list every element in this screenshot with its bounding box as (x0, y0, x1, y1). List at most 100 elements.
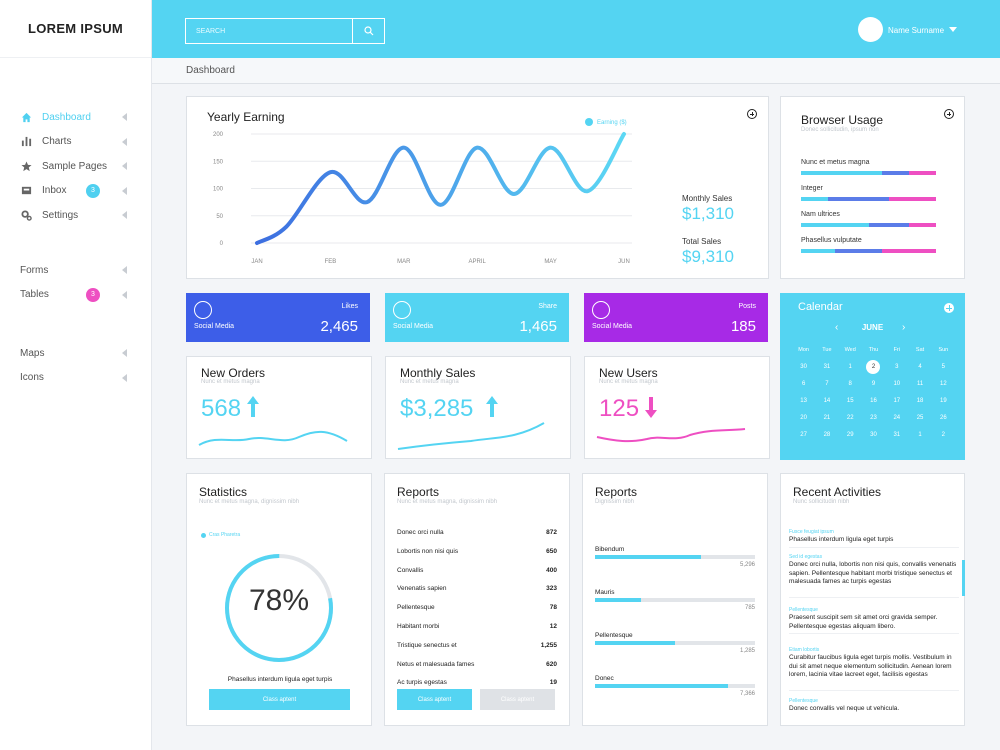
social-tile-share[interactable]: Social Media Share 1,465 (385, 293, 569, 342)
calendar-day[interactable]: 30 (862, 432, 885, 438)
calendar-day[interactable]: 18 (908, 398, 931, 404)
tables-badge: 3 (86, 287, 100, 302)
day-number: 1 (848, 363, 852, 370)
reports-list-card: Reports Nunc et metus magna, dignissim n… (384, 473, 570, 726)
sidebar-item-tables[interactable]: Tables 3 (0, 283, 152, 308)
calendar-day[interactable]: 19 (932, 398, 955, 404)
scrollbar-thumb[interactable] (962, 560, 965, 596)
bar-segment (801, 223, 869, 227)
bar-segment (801, 171, 882, 175)
sidebar-item-icons[interactable]: Icons (0, 366, 152, 391)
plus-circle-icon[interactable] (944, 109, 954, 119)
search-input[interactable] (186, 19, 352, 43)
chevron-right-icon[interactable]: › (902, 322, 906, 333)
calendar-day[interactable]: 14 (815, 398, 838, 404)
calendar-day[interactable]: 29 (839, 432, 862, 438)
card-subtitle: Nunc et metus magna (400, 379, 459, 385)
calendar-title: Calendar (798, 301, 843, 313)
search-button[interactable] (352, 19, 384, 43)
sidebar-item-inbox[interactable]: Inbox 3 (0, 179, 152, 204)
calendar-day[interactable]: 31 (815, 364, 838, 370)
calendar-day[interactable]: 21 (815, 415, 838, 421)
activity-text: Phasellus interdum ligula eget turpis (789, 536, 894, 543)
calendar-day[interactable]: 1 (908, 432, 931, 438)
calendar-day[interactable]: 6 (792, 381, 815, 387)
row-label: Netus et malesuada fames (397, 660, 475, 668)
avatar[interactable] (858, 17, 883, 42)
calendar-day[interactable]: 15 (839, 398, 862, 404)
chevron-left-icon[interactable]: ‹ (835, 322, 839, 333)
calendar-day[interactable]: 22 (839, 415, 862, 421)
browser-usage-card: Browser Usage Donec sollicitudin, ipsum … (780, 96, 965, 279)
plus-circle-icon[interactable] (747, 109, 757, 119)
user-name[interactable]: Name Surname (888, 26, 945, 35)
calendar-day-today[interactable]: 2 (862, 359, 885, 374)
calendar-day[interactable]: 12 (932, 381, 955, 387)
class-aptent-button[interactable]: Class aptent (209, 689, 350, 710)
calendar-day[interactable]: 28 (815, 432, 838, 438)
sidebar-item-settings[interactable]: Settings (0, 203, 152, 228)
day-number: 10 (893, 380, 901, 387)
calendar-day[interactable]: 10 (885, 381, 908, 387)
social-label: Social Media (592, 323, 633, 330)
card-subtitle: Nunc et metus magna, dignissim nibh (397, 499, 498, 505)
sidebar-item-label: Forms (20, 264, 49, 276)
bar-segment (909, 223, 936, 227)
divider (789, 597, 959, 598)
social-tile-likes[interactable]: Social Media Likes 2,465 (186, 293, 370, 342)
calendar-day[interactable]: 26 (932, 415, 955, 421)
calendar-day[interactable]: 30 (792, 364, 815, 370)
day-number: 16 (870, 397, 877, 404)
inbox-icon (20, 185, 32, 197)
sidebar-item-maps[interactable]: Maps (0, 341, 152, 366)
calendar-day[interactable]: 1 (839, 364, 862, 370)
calendar-day[interactable]: 20 (792, 415, 815, 421)
table-row: Venenatis sapien 323 (397, 585, 557, 592)
calendar-day[interactable]: 5 (932, 364, 955, 370)
calendar-day[interactable]: 3 (885, 364, 908, 370)
sparkline (397, 422, 545, 450)
day-number: 9 (871, 380, 876, 387)
sidebar-item-charts[interactable]: Charts (0, 130, 152, 155)
social-tile-posts[interactable]: Social Media Posts 185 (584, 293, 768, 342)
calendar-day[interactable]: 25 (908, 415, 931, 421)
stat-card-monthly-sales: Monthly Sales Nunc et metus magna $3,285 (385, 356, 571, 459)
calendar-day[interactable]: 13 (792, 398, 815, 404)
class-aptent-secondary-button[interactable]: Class aptent (480, 689, 555, 710)
bar-label: Mauris (595, 589, 615, 596)
plus-circle-icon[interactable] (944, 303, 954, 313)
social-count: 1,465 (519, 318, 557, 335)
social-count: 185 (730, 318, 756, 335)
row-value: 620 (546, 660, 557, 668)
calendar-day[interactable]: 27 (792, 432, 815, 438)
day-number: 12 (940, 380, 947, 387)
calendar-day[interactable]: 9 (862, 381, 885, 387)
calendar-day[interactable]: 2 (932, 432, 955, 438)
y-tick-label: 150 (213, 159, 224, 165)
series-line-earning (255, 132, 626, 245)
class-aptent-button[interactable]: Class aptent (397, 689, 472, 710)
chevron-down-icon[interactable] (949, 27, 957, 32)
calendar-day[interactable]: 24 (885, 415, 908, 421)
calendar-day[interactable]: 23 (862, 415, 885, 421)
row-label: Pellentesque (397, 604, 435, 612)
calendar-day[interactable]: 31 (885, 432, 908, 438)
sidebar-item-dashboard[interactable]: Dashboard (0, 105, 152, 130)
sidebar-item-label: Icons (20, 372, 44, 384)
table-row: Convallis 400 (397, 567, 557, 574)
calendar-day[interactable]: 16 (862, 398, 885, 404)
bar-value: 7,366 (739, 691, 755, 697)
calendar-day[interactable]: 4 (908, 364, 931, 370)
calendar-day[interactable]: 11 (908, 381, 931, 387)
day-number: 11 (916, 380, 924, 387)
bar-fill (595, 684, 728, 688)
day-number: 25 (916, 414, 924, 421)
sidebar-item-sample-pages[interactable]: Sample Pages (0, 154, 152, 179)
nav-group-data: Forms Tables 3 (0, 258, 152, 307)
total-sales-value: $9,310 (682, 247, 734, 266)
row-value: 78 (549, 604, 557, 612)
calendar-day[interactable]: 7 (815, 381, 838, 387)
sidebar-item-forms[interactable]: Forms (0, 258, 152, 283)
calendar-day[interactable]: 17 (885, 398, 908, 404)
calendar-day[interactable]: 8 (839, 381, 862, 387)
